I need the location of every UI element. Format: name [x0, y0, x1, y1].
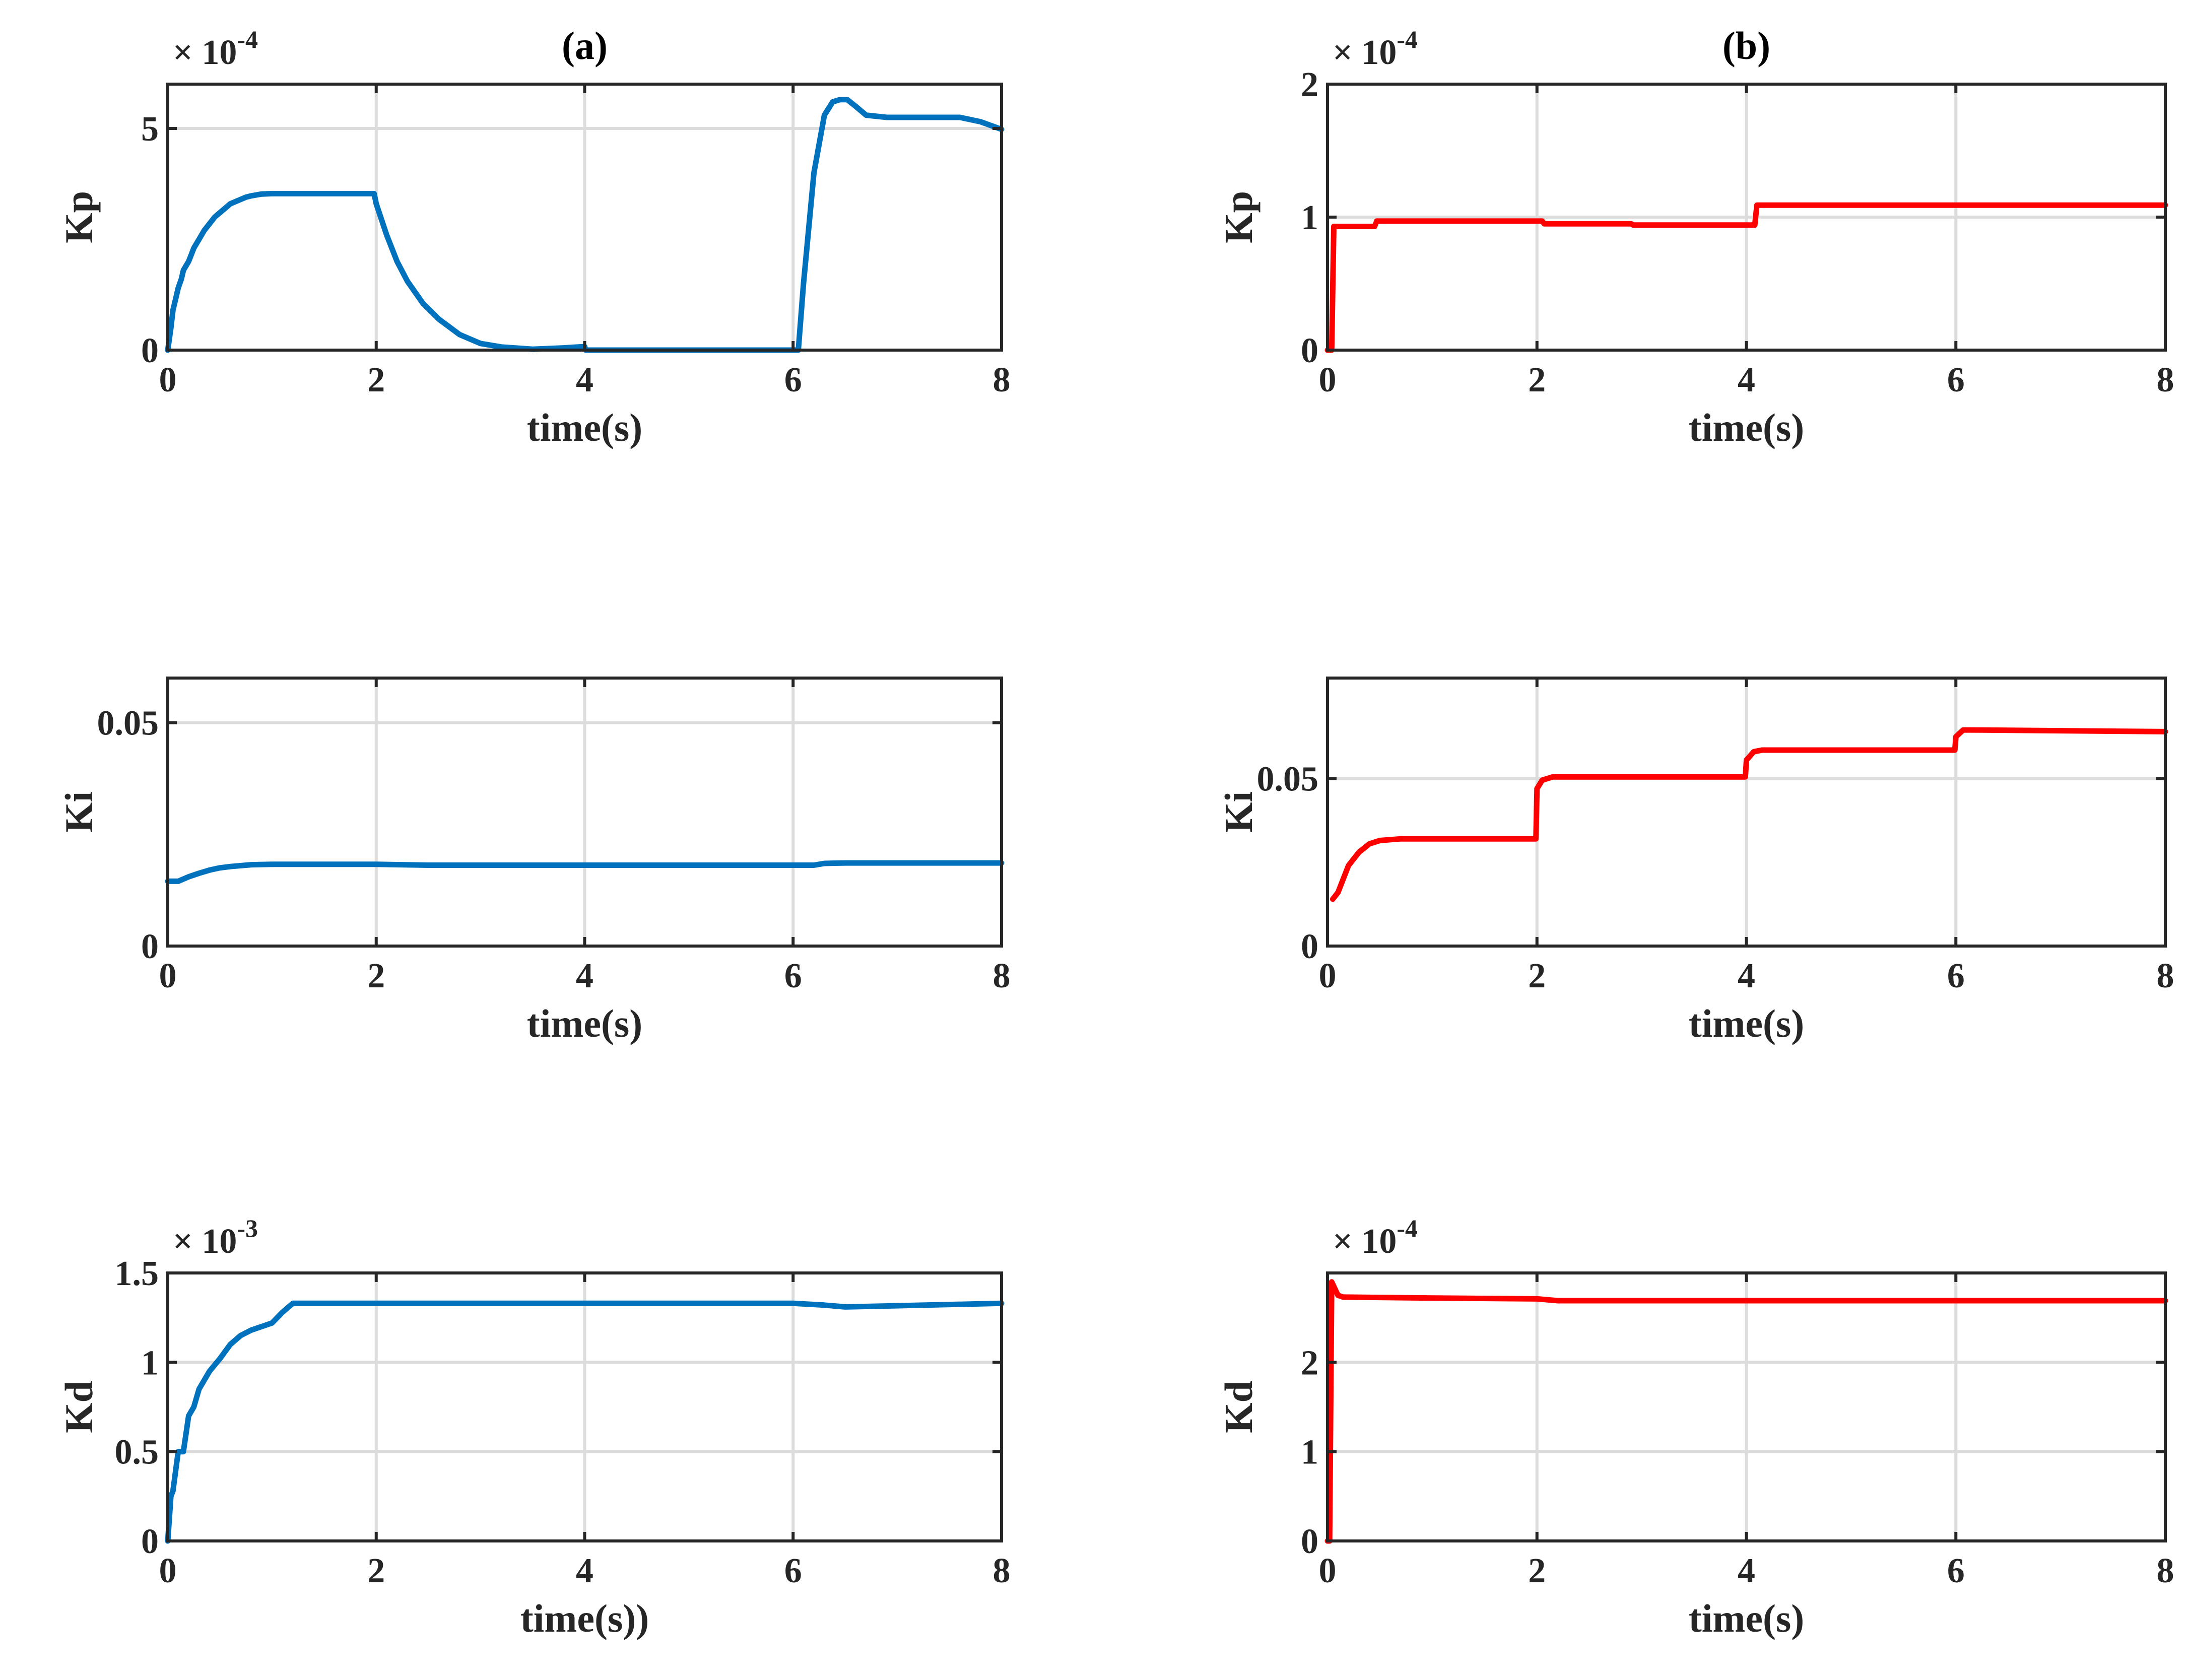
y-axis-label: Kp: [57, 191, 101, 243]
x-tick-label: 4: [576, 1552, 593, 1590]
y-tick-label: 5: [141, 110, 159, 149]
x-axis-label: time(s): [1689, 1596, 1805, 1640]
y-tick-label: 0: [141, 927, 159, 966]
axis-exponent-base: × 10: [173, 33, 237, 72]
x-axis-label: time(s): [1689, 406, 1805, 449]
y-tick-label: 0: [141, 1522, 159, 1561]
axis-exponent: × 10-3: [173, 1214, 258, 1261]
y-axis-label: Kd: [57, 1381, 101, 1433]
axis-exponent: × 10-4: [1333, 1214, 1418, 1261]
axis-exponent-base: × 10: [1333, 1222, 1397, 1261]
y-tick-label: 1: [1301, 198, 1318, 237]
y-tick-label: 0.5: [115, 1433, 159, 1472]
x-tick-label: 8: [993, 1552, 1011, 1590]
x-tick-label: 0: [159, 1552, 177, 1590]
panel-b-kd: 0 2 4 6 8 0 1 2 time(s) Kd × 10-4: [1217, 1214, 2174, 1640]
axis-exponent-power: -4: [1397, 1214, 1418, 1242]
x-tick-label: 8: [993, 957, 1011, 995]
y-axis-label: Ki: [1217, 791, 1261, 833]
x-tick-label: 2: [367, 361, 385, 399]
chart-title: (a): [562, 24, 608, 68]
panel-a-kd: 0 2 4 6 8 0 0.5 1 1.5 time(s)) Kd × 10-3: [57, 1214, 1011, 1640]
series-line: [1324, 202, 2168, 353]
x-tick-label: 0: [1319, 1552, 1337, 1590]
axis-exponent-base: × 10: [173, 1222, 237, 1261]
y-tick-label: 1.5: [115, 1254, 159, 1293]
x-tick-label: 8: [2157, 957, 2174, 995]
x-tick-label: 2: [367, 1552, 385, 1590]
axis-exponent-base: × 10: [1333, 33, 1397, 72]
x-tick-label: 8: [993, 361, 1011, 399]
panel-a-kp: 0 2 4 6 8 0 5 time(s) Kp (a) × 10-4: [57, 24, 1011, 449]
axis-exponent: × 10-4: [1333, 25, 1418, 72]
x-tick-label: 2: [367, 957, 385, 995]
x-tick-label: 2: [1528, 361, 1546, 399]
series-line: [1324, 1279, 2168, 1544]
y-tick-label: 2: [1301, 1343, 1318, 1382]
x-tick-label: 0: [1319, 957, 1337, 995]
x-tick-label: 6: [784, 957, 802, 995]
y-axis-label: Kd: [1217, 1381, 1261, 1433]
y-tick-label: 2: [1301, 65, 1318, 104]
y-tick-label: 0: [1301, 927, 1318, 966]
y-axis-label: Ki: [57, 791, 101, 833]
x-tick-label: 6: [1947, 361, 1965, 399]
x-axis-label: time(s): [527, 406, 643, 449]
x-axis-label: time(s)): [520, 1596, 649, 1640]
x-tick-label: 4: [1738, 957, 1755, 995]
series-line: [1330, 727, 2168, 902]
y-tick-label: 0: [141, 331, 159, 370]
x-tick-label: 4: [576, 361, 593, 399]
axis-exponent-power: -4: [1397, 25, 1418, 53]
x-tick-label: 6: [784, 1552, 802, 1590]
x-tick-label: 6: [1947, 1552, 1965, 1590]
x-tick-label: 4: [1738, 1552, 1755, 1590]
x-tick-label: 0: [159, 361, 177, 399]
x-tick-label: 4: [1738, 361, 1755, 399]
y-tick-label: 0.05: [1257, 760, 1319, 799]
y-tick-label: 1: [141, 1343, 159, 1382]
x-tick-label: 6: [784, 361, 802, 399]
panel-b-kp: 0 2 4 6 8 0 1 2 time(s) Kp (b) × 10-4: [1217, 24, 2174, 449]
y-tick-label: 0.05: [97, 704, 159, 743]
x-tick-label: 8: [2157, 361, 2174, 399]
y-axis-label: Kp: [1217, 191, 1261, 243]
series-line: [165, 97, 1005, 353]
chart-title: (b): [1722, 24, 1770, 68]
x-tick-label: 0: [159, 957, 177, 995]
x-tick-label: 2: [1528, 1552, 1546, 1590]
y-tick-label: 0: [1301, 331, 1318, 370]
x-axis-label: time(s): [1689, 1001, 1805, 1045]
series-line: [165, 860, 1005, 884]
x-tick-label: 0: [1319, 361, 1337, 399]
x-tick-label: 8: [2157, 1552, 2174, 1590]
x-tick-label: 4: [576, 957, 593, 995]
x-tick-label: 6: [1947, 957, 1965, 995]
panel-b-ki: 0 2 4 6 8 0 0.05 time(s) Ki: [1217, 677, 2174, 1045]
x-tick-label: 2: [1528, 957, 1546, 995]
axis-exponent-power: -3: [237, 1214, 258, 1242]
x-axis-label: time(s): [527, 1001, 643, 1045]
axis-exponent: × 10-4: [173, 25, 258, 72]
panel-a-ki: 0 2 4 6 8 0 0.05 time(s) Ki: [57, 677, 1011, 1045]
axis-exponent-power: -4: [237, 25, 258, 53]
series-line: [165, 1300, 1005, 1544]
y-tick-label: 0: [1301, 1522, 1318, 1561]
y-tick-label: 1: [1301, 1433, 1318, 1472]
